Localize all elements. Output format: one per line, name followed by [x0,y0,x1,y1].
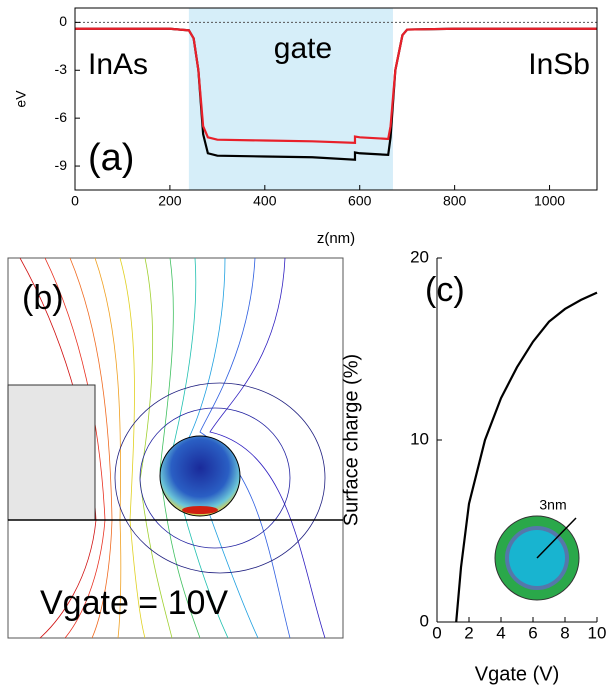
nanowire [159,435,241,517]
y-tick-label: 10 [410,429,429,448]
x-tick-label: 600 [348,193,372,209]
annotation: InSb [528,48,590,81]
radius-arrow [536,517,577,559]
y-axis-label: eV [13,90,29,108]
inset [494,515,580,601]
x-tick-label: 0 [71,193,79,209]
y-tick-label: -9 [55,157,68,173]
x-tick-label: 1000 [534,193,565,209]
x-axis-label: Vgate (V) [475,663,559,685]
x-tick-label: 6 [528,623,537,642]
y-tick-label: 0 [420,611,429,630]
annotation: gate [274,32,332,65]
y-tick-label: 20 [410,247,429,266]
x-axis-label: z(nm) [317,230,355,247]
annotation: (c) [425,271,465,309]
x-tick-label: 8 [560,623,569,642]
axes-frame [74,7,598,191]
panel-label: (b) [22,279,64,317]
y-tick-label: -6 [55,109,68,125]
annotation: 3nm [539,497,566,513]
annotation: Vgate = 10V [40,584,228,622]
x-tick-label: 2 [464,623,473,642]
line [455,291,598,623]
x-tick-label: 0 [432,623,441,642]
x-tick-label: 4 [496,623,505,642]
charge-spot [182,506,218,514]
y-axis-label: Surface charge (%) [340,354,362,526]
line [75,27,597,145]
x-tick-label: 10 [588,623,607,642]
x-tick-label: 400 [253,193,277,209]
x-tick-label: 200 [158,193,182,209]
y-tick-label: 0 [59,13,67,29]
panel-b: (b) Vgate = 10V [7,257,344,639]
y-tick-label: -3 [55,61,68,77]
x-tick-label: 800 [443,193,467,209]
annotation: (a) [88,137,134,179]
gate-region [188,8,393,190]
gate-block [7,384,96,521]
annotation: InAs [88,48,148,81]
